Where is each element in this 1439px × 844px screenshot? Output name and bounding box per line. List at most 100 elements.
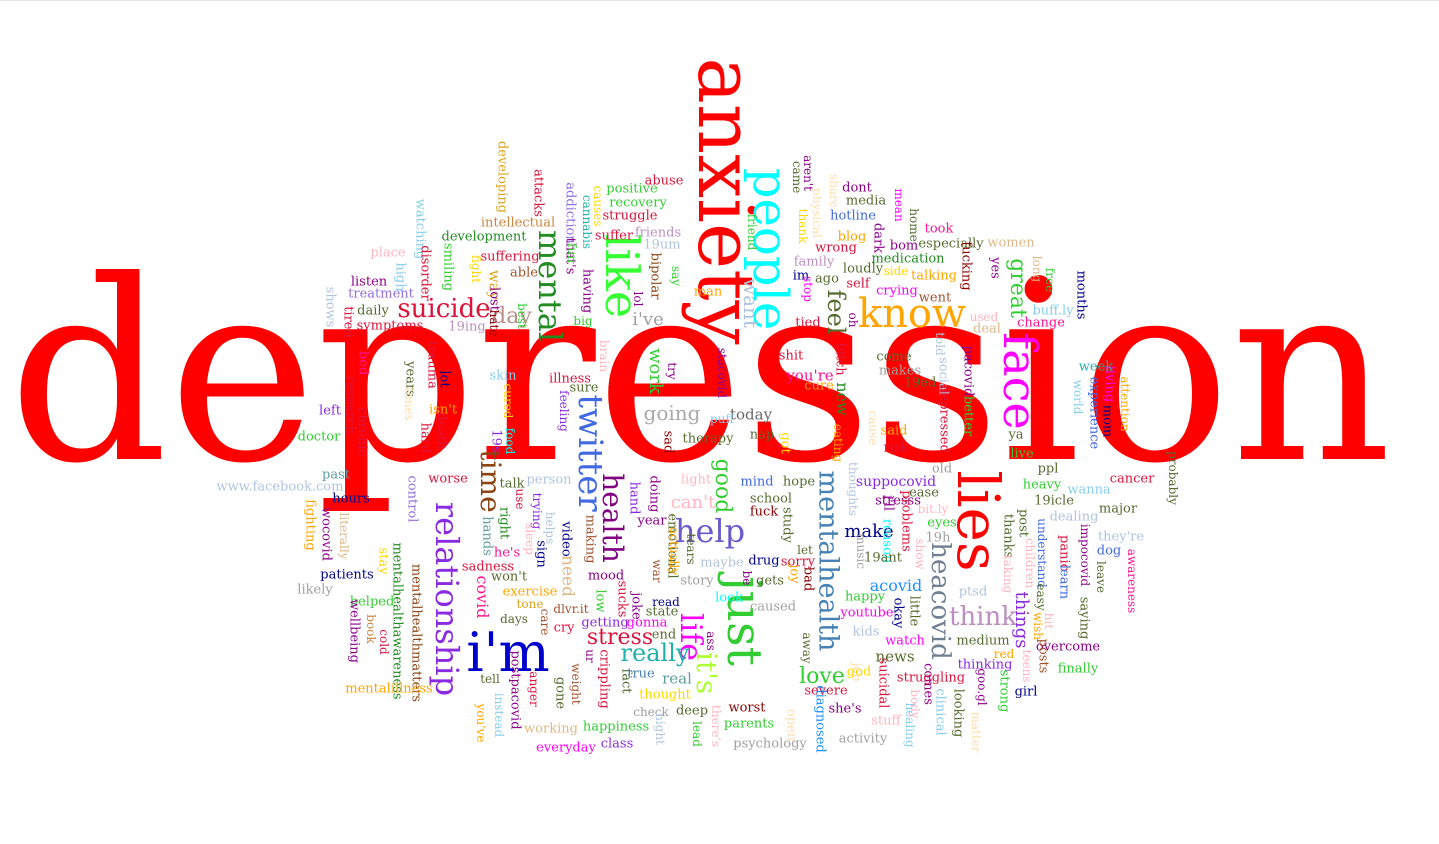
word-cause: cause (866, 410, 880, 446)
word-wont: won't (490, 569, 528, 585)
word-try: try (665, 362, 679, 380)
word-ease: ease (909, 485, 939, 501)
word-likely: likely (297, 582, 333, 598)
word-high: high (392, 262, 408, 292)
word-mood: mood (587, 568, 625, 584)
word-19ed: 19ed (903, 375, 937, 391)
word-great: great (1005, 258, 1030, 318)
word-children: children (1023, 537, 1037, 589)
word-low: low (592, 589, 608, 613)
word-man: man (693, 284, 723, 300)
word-psychology: psychology (733, 736, 807, 752)
word-use: use (513, 488, 527, 510)
word-smiling: smiling (440, 242, 456, 292)
word-show: show (913, 538, 927, 570)
word-stacovid: stacovid (715, 347, 729, 399)
word-bipolar: bipolar (647, 252, 663, 300)
word-bed: bed (355, 350, 371, 376)
word-hours: hours (332, 491, 370, 507)
word-depressed: depressed (936, 385, 952, 453)
word-mom: mom (1099, 404, 1115, 438)
word-youre: you're (786, 366, 834, 385)
word-daily: daily (357, 303, 389, 319)
word-news: news (875, 647, 915, 666)
word-relationship: relationship (428, 501, 466, 697)
word-doctor: doctor (297, 429, 341, 445)
word-lol: lol (631, 291, 645, 307)
word-think: think (948, 602, 1018, 632)
word-happy: happy (844, 589, 886, 605)
word-anger: anger (527, 671, 541, 707)
word-love: love (799, 664, 845, 689)
word-dlvrit: dlvr.it (553, 602, 589, 616)
word-suppocovid: suppocovid (855, 474, 937, 490)
word-happiness: happiness (582, 719, 650, 735)
word-talk: talk (499, 476, 525, 492)
word-getting: getting (581, 615, 629, 631)
word-stop: stop (801, 276, 815, 302)
word-lies: lies (944, 470, 1012, 572)
word-cure: cure (804, 378, 834, 394)
word-light: light (680, 472, 712, 488)
word-control: control (404, 475, 420, 523)
word-caused: caused (749, 599, 797, 615)
word-want: want (739, 278, 763, 328)
word-best: best (515, 303, 529, 329)
word-food: food (503, 427, 517, 455)
word-open: open (783, 708, 799, 742)
word-youve: you've (474, 703, 488, 743)
word-come: come (876, 349, 912, 365)
word-learn: learn (1056, 564, 1072, 600)
word-thoughts: thoughts (846, 462, 860, 516)
word-months: months (1073, 270, 1089, 320)
word-bitch: bitch (832, 342, 848, 376)
word-major: major (1098, 501, 1138, 517)
word-deal: deal (973, 321, 1001, 337)
word-fun: fun (565, 243, 579, 263)
word-making: making (582, 514, 598, 564)
word-lot: lot (436, 370, 452, 388)
word-away: away (800, 632, 814, 664)
word-told: told (933, 332, 947, 356)
word-ill: i'll (880, 494, 896, 512)
word-strong: strong (996, 669, 1012, 713)
word-ya: ya (1008, 427, 1024, 443)
word-maybe: maybe (700, 555, 744, 571)
word-used: used (969, 310, 999, 324)
word-tell: tell (480, 672, 500, 686)
word-know: know (857, 291, 967, 337)
word-abuse: abuse (644, 173, 684, 189)
word-loudly: loudly (842, 261, 884, 277)
word-posts: posts (1035, 638, 1051, 674)
word-book: book (364, 614, 378, 644)
word-buffly: buff.ly (1032, 303, 1074, 319)
word-say: say (669, 265, 683, 287)
word-illness: illness (549, 371, 591, 387)
word-mental: mental (531, 229, 569, 343)
word-weight: weight (569, 663, 583, 705)
word-god: god (846, 664, 872, 680)
word-true: true (627, 666, 655, 682)
word-make: make (844, 521, 894, 542)
word-suffering: suffering (480, 249, 540, 265)
word-sad: sad (660, 430, 676, 454)
word-days: days (500, 612, 528, 626)
word-helped: helped (349, 594, 395, 610)
word-dog: dog (1096, 543, 1122, 559)
word-attention: attention (1118, 376, 1132, 432)
word-health: health (596, 473, 629, 563)
word-youtube: youtube (840, 605, 894, 621)
word-covid: covid (473, 575, 492, 619)
word-theyre: they're (1097, 529, 1145, 545)
word-suicidal: suicidal (875, 657, 891, 709)
word-finally: finally (1057, 661, 1099, 677)
word-puff: puff (710, 412, 734, 426)
word-impocovid: impocovid (1078, 523, 1092, 587)
word-feel: feel (822, 289, 850, 335)
word-ive: i've (632, 309, 664, 330)
word-everyday: everyday (536, 740, 596, 756)
word-cold: cold (377, 629, 391, 655)
word-bom: bom (889, 238, 919, 254)
word-able: able (510, 265, 538, 281)
word-teens: teens (1020, 649, 1034, 683)
